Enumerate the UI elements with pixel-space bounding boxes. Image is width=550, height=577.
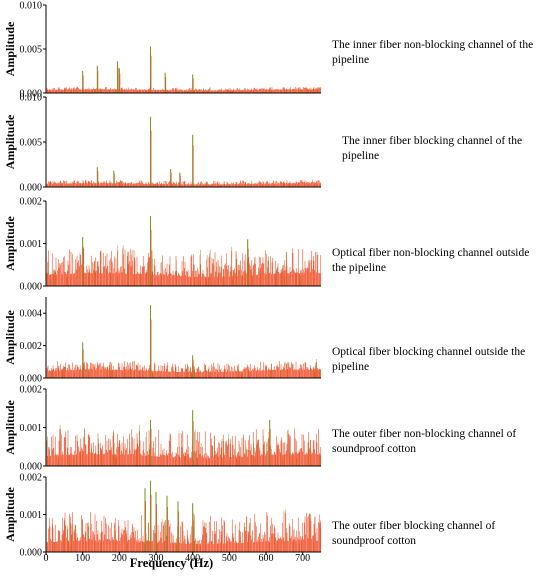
panel-2-y-tick-1: 0.000: [20, 183, 43, 194]
panel-2-y-tick-3: 0.010: [20, 93, 43, 104]
panel-1-y-tick-2: 0.005: [20, 45, 43, 56]
panel-2-y-label: Amplitude: [3, 114, 17, 169]
panel-3-spectrum: [46, 248, 322, 286]
x-tick-2: 100: [75, 553, 90, 564]
panel-1-y-tick-1: 0.000: [20, 89, 43, 100]
x-tick-1: 0: [44, 553, 49, 564]
panel-3-y-tick-3: 0.002: [20, 197, 43, 208]
panel-4-spectrum-texture: [47, 359, 320, 378]
panel-1-y-tick-3: 0.010: [20, 1, 43, 12]
panel-3-y-tick-1: 0.000: [20, 282, 43, 293]
panel-5-y-tick-3: 0.002: [20, 385, 43, 396]
panel-4-y-label: Amplitude: [3, 309, 17, 364]
x-tick-8: 700: [295, 553, 310, 564]
panel-6-y-tick-1: 0.000: [20, 548, 43, 559]
x-tick-7: 600: [259, 553, 274, 564]
panel-1-y-label: Amplitude: [3, 21, 17, 76]
panel-3-spectrum-texture: [47, 245, 314, 286]
panel-6-spectrum: [46, 511, 322, 552]
panel-6-y-tick-2: 0.001: [20, 510, 43, 521]
panel-4-y-tick-3: 0.004: [20, 309, 43, 320]
panel-1-spectrum-texture: [47, 86, 320, 93]
panel-5-spectrum-texture: [47, 424, 321, 466]
panel-2-spectrum: [46, 179, 322, 187]
panel-5-description: The outer fiber non-blocking channel of …: [332, 428, 517, 455]
x-tick-6: 500: [222, 553, 237, 564]
panel-4-spectrum: [46, 361, 322, 378]
panel-5-spectrum: [46, 428, 322, 466]
panel-4-y-tick-1: 0.000: [20, 374, 43, 385]
panel-4-description: Optical fiber blocking channel outside t…: [332, 346, 526, 373]
panel-3-description: Optical fiber non-blocking channel outsi…: [332, 247, 530, 274]
panel-5-y-tick-2: 0.001: [20, 423, 43, 434]
panel-5-y-label: Amplitude: [3, 399, 17, 454]
panel-3-y-label: Amplitude: [3, 215, 17, 270]
panel-6-description: The outer fiber blocking channel of soun…: [332, 520, 496, 547]
x-axis-label: Frequency (Hz): [130, 556, 213, 570]
panel-2-y-tick-2: 0.005: [20, 138, 43, 149]
panel-6-spectrum-texture: [52, 509, 321, 552]
x-tick-3: 200: [112, 553, 127, 564]
panel-6-y-label: Amplitude: [3, 486, 17, 541]
x-tick-4: 300: [149, 553, 164, 564]
panel-5-y-tick-1: 0.000: [20, 462, 43, 473]
panel-6-y-tick-3: 0.002: [20, 473, 43, 484]
panel-4-y-tick-2: 0.002: [20, 341, 43, 352]
panel-1-spectrum: [46, 86, 322, 93]
panel-1-description: The inner fiber non-blocking channel of …: [332, 39, 534, 66]
panel-3-y-tick-2: 0.001: [20, 239, 43, 250]
panel-2-description: The inner fiber blocking channel of the …: [342, 135, 523, 162]
x-tick-5: 400: [185, 553, 200, 564]
